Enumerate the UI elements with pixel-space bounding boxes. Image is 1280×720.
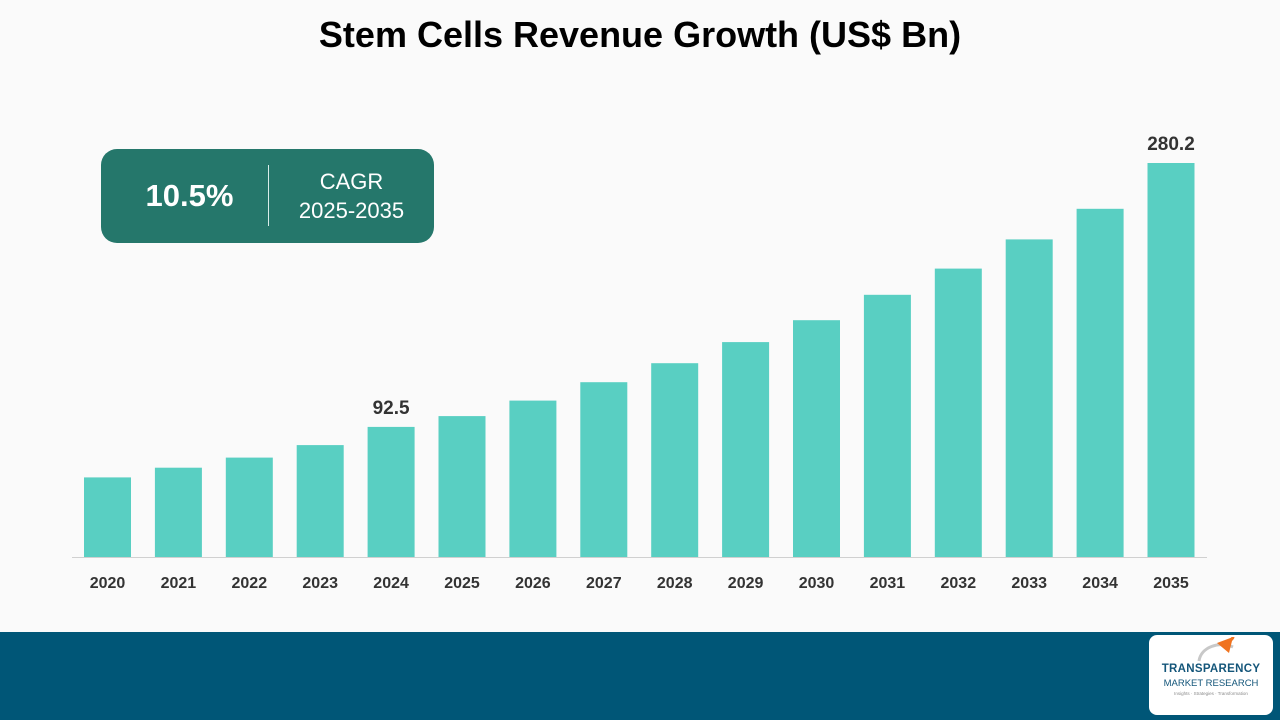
x-tick-label-2029: 2029 <box>728 575 764 592</box>
company-logo: TRANSPARENCY MARKET RESEARCH Insights · … <box>1149 635 1273 715</box>
logo-line1: TRANSPARENCY <box>1161 663 1261 675</box>
x-tick-label-2021: 2021 <box>161 575 197 592</box>
x-tick-label-2020: 2020 <box>90 575 126 592</box>
x-tick-label-2034: 2034 <box>1082 575 1118 592</box>
bar-chart: 2020 2021 2022 2023 2024 2025 2026 2027 2028 2029… <box>72 134 1207 592</box>
cagr-text: CAGR 2025-2035 <box>269 167 434 225</box>
x-tick-label-2024: 2024 <box>373 575 409 592</box>
x-tick-label-2028: 2028 <box>657 575 693 592</box>
bar-2030 <box>793 320 840 557</box>
data-label-2024: 92.5 <box>373 398 410 419</box>
x-tick-label-2035: 2035 <box>1153 575 1189 592</box>
x-tick-label-2025: 2025 <box>444 575 480 592</box>
logo-line2: MARKET RESEARCH <box>1163 678 1259 689</box>
bar-2020 <box>84 477 131 557</box>
x-tick-label-2033: 2033 <box>1011 575 1047 592</box>
x-tick-label-2023: 2023 <box>302 575 338 592</box>
bar-2031 <box>863 294 911 557</box>
x-tick-label-2031: 2031 <box>870 575 906 592</box>
logo-arrow-icon <box>1197 636 1235 662</box>
logo-tagline: Insights · Strategies · Transformation <box>1174 691 1248 696</box>
x-tick-label-2032: 2032 <box>941 575 977 592</box>
bar-2028 <box>651 363 699 557</box>
bar-2023 <box>296 445 344 557</box>
data-label-2035: 280.2 <box>1147 134 1195 155</box>
cagr-card: 10.5% CAGR 2025-2035 <box>101 149 434 243</box>
bar-2033 <box>1005 239 1053 557</box>
bar-2034 <box>1076 208 1124 558</box>
cagr-label: CAGR <box>319 169 384 194</box>
x-tick-label-2030: 2030 <box>799 575 835 592</box>
bar-2025 <box>438 416 486 557</box>
bar-2027 <box>580 382 628 557</box>
x-tick-label-2022: 2022 <box>232 575 268 592</box>
x-tick-label-2026: 2026 <box>515 575 551 592</box>
bar-2022 <box>225 457 273 557</box>
bar-2024 <box>367 426 415 557</box>
bar-2026 <box>509 400 557 557</box>
cagr-period: 2025-2035 <box>298 198 405 223</box>
cagr-divider <box>268 165 269 226</box>
bar-2032 <box>934 268 982 557</box>
cagr-value: 10.5% <box>145 178 234 213</box>
chart-title: Stem Cells Revenue Growth (US$ Bn) <box>318 14 962 55</box>
footer-band <box>0 632 1280 720</box>
bar-2029 <box>722 342 770 557</box>
bar-2035 <box>1147 163 1195 557</box>
bar-2021 <box>154 467 202 557</box>
x-tick-label-2027: 2027 <box>586 575 622 592</box>
